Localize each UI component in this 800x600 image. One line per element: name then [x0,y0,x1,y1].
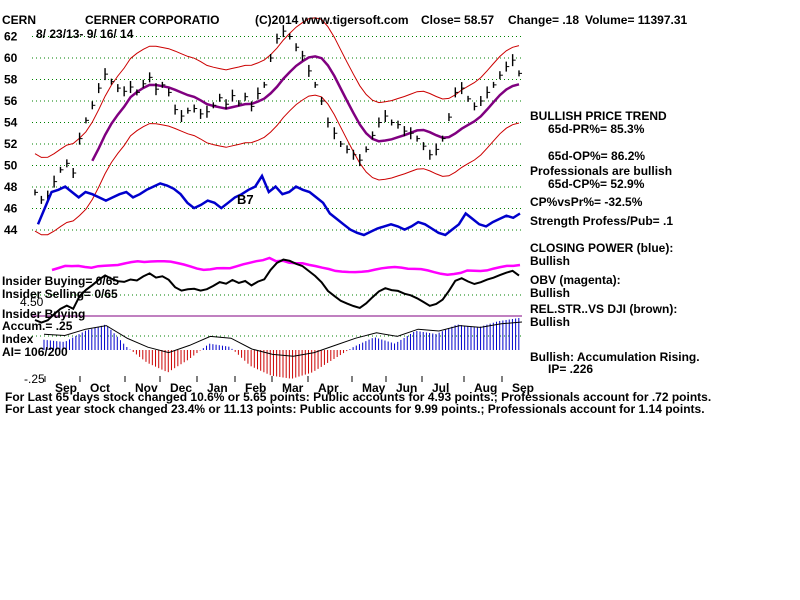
footer-line-year: For Last year stock changed 23.4% or 11.… [5,402,705,416]
y-tick-label: 60 [4,51,18,65]
index-label: Index [2,332,34,346]
date-range: 8/ 23/13- 9/ 16/ 14 [36,27,134,41]
accum-ma-line [43,321,523,357]
grid-lines [32,36,522,337]
y-tick-label: 54 [4,116,18,130]
accum-status: Bullish: Accumulation Rising. [530,350,700,364]
strength-value: Strength Profess/Pub= .1 [530,214,674,228]
volume-value: Volume= 11397.31 [585,13,688,27]
insider-selling: Insider Selling= 0/65 [2,287,118,301]
x-tick-label: Sep [55,381,77,395]
relstr-label: REL.STR..VS DJI (brown): [530,302,678,316]
x-tick-label: Aug [474,381,497,395]
indicator-series [34,173,521,324]
y-tick-label: 62 [4,30,18,44]
ai-value: AI= 106/200 [2,345,68,359]
obv-line [51,256,521,276]
x-tick-label: Oct [90,381,110,395]
y-tick-label: 50 [4,159,18,173]
relative-strength-line [34,258,520,324]
cpvspr-value: CP%vsPr%= -32.5% [530,195,643,209]
x-tick-label: Jun [396,381,417,395]
accum-index-label: Accum.= .25 [2,319,73,333]
y-tick-label: 58 [4,73,18,87]
company-name: CERNER CORPORATIO [85,13,220,27]
x-tick-label: Dec [170,381,192,395]
moving-average [91,55,520,162]
ticker: CERN [2,13,37,27]
y-tick-label: 52 [4,137,18,151]
obv-status: Bullish [530,286,571,300]
x-axis-ticks: Sep Oct Nov Dec Jan Feb Mar Apr May Jun Jul Aug Sep [44,376,534,395]
x-tick-label: Jul [432,381,449,395]
lower-band [34,94,520,236]
x-tick-label: Apr [318,381,339,395]
x-tick-label: Jan [207,381,228,395]
y-tick-label: 46 [4,202,18,216]
y-tick-label: 56 [4,94,18,108]
x-tick-label: Mar [282,381,304,395]
change-value: Change= .18 [508,13,580,27]
x-tick-label: May [362,381,386,395]
relstr-status: Bullish [530,315,571,329]
x-tick-label: Feb [245,381,266,395]
price-series [34,25,522,204]
accum-bottom-value: -.25 [24,372,45,386]
copyright: (C)2014 www.tigersoft.com [255,13,409,27]
x-tick-label: Nov [135,381,158,395]
price-bands [34,17,520,236]
ip-value: IP= .226 [548,362,594,376]
pros-label: Professionals are bullish [530,164,673,178]
upper-band [34,17,520,158]
closing-power-line [36,173,521,237]
x-tick-label: Sep [512,381,534,395]
accumulation-histogram [43,318,523,379]
close-value: Close= 58.57 [421,13,495,27]
y-tick-label: 48 [4,180,18,194]
y-tick-label: 44 [4,223,18,237]
insider-buying-2: Insider Buying [2,307,86,321]
pr-value: 65d-PR%= 85.3% [548,122,645,136]
cp-value: 65d-CP%= 52.9% [548,177,645,191]
closing-power-label: CLOSING POWER (blue): [530,241,674,255]
buy-signal-marker: B7 [237,192,254,207]
y-axis-ticks: 62 60 58 56 54 52 50 48 46 44 [4,30,18,238]
closing-power-status: Bullish [530,254,571,268]
obv-label: OBV (magenta): [530,273,621,287]
footer-line-65days: For Last 65 days stock changed 10.6% or … [5,390,712,404]
op-value: 65d-OP%= 86.2% [548,149,646,163]
trend-label: BULLISH PRICE TREND [530,109,667,123]
insider-buying: Insider Buying= 0/65 [2,274,120,288]
accum-top-value: 4.50 [20,295,44,309]
